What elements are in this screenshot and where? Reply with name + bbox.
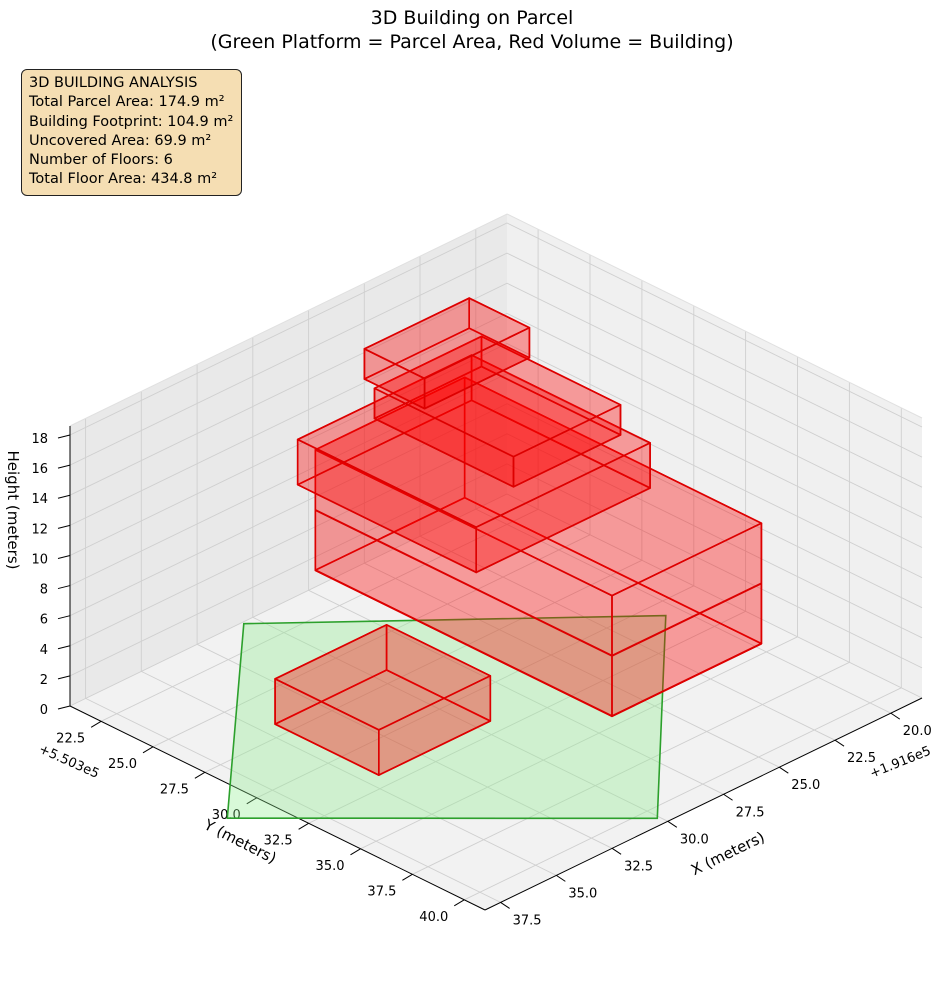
- y-tick-mark: [453, 899, 465, 907]
- info-number-of-floors: Number of Floors: 6: [29, 152, 173, 169]
- building-face: [363, 297, 531, 380]
- info-total-floor-area: Total Floor Area: 434.8 m²: [29, 171, 218, 188]
- y-offset-label: +5.503e5: [36, 742, 101, 782]
- x-tick-mark: [723, 793, 733, 801]
- x-tick-label: 20.0: [903, 724, 932, 739]
- x-tick-mark: [834, 739, 845, 747]
- y-tick-mark: [90, 720, 102, 728]
- z-tick-mark: [57, 585, 71, 590]
- info-uncovered-area: Uncovered Area: 69.9 m²: [29, 132, 212, 149]
- z-tick-mark: [57, 675, 71, 680]
- z-tick-label: 2: [40, 673, 48, 688]
- info-parcel-area: Total Parcel Area: 174.9 m²: [29, 94, 225, 111]
- chart-title-line-1: 3D Building on Parcel: [370, 7, 574, 29]
- building-face: [296, 354, 651, 529]
- y-tick-mark: [402, 873, 413, 881]
- x-offset-label: +1.916e5: [868, 744, 933, 782]
- back-pane-left: [70, 214, 507, 706]
- y-tick-mark: [298, 822, 309, 830]
- x-tick-mark: [667, 820, 678, 828]
- y-tick-label: 35.0: [316, 859, 345, 874]
- grid-line-z: [69, 282, 923, 496]
- y-tick-label: 27.5: [160, 782, 189, 797]
- x-tick-label: 25.0: [791, 778, 820, 793]
- x-tick-label: 32.5: [624, 859, 653, 874]
- z-tick-label: 16: [31, 462, 48, 477]
- z-tick-mark: [57, 615, 71, 620]
- y-tick-mark: [246, 797, 258, 805]
- floor-line: [314, 569, 762, 718]
- y-tick-mark: [194, 771, 206, 779]
- building-block: [274, 623, 492, 776]
- z-tick-label: 14: [31, 492, 48, 507]
- building-block: [296, 354, 651, 574]
- y-tick-label: 40.0: [419, 910, 448, 925]
- y-axis-line: [69, 705, 486, 911]
- x-tick-mark: [779, 766, 789, 774]
- x-axis-line: [484, 697, 923, 911]
- y-tick-mark: [142, 746, 154, 754]
- building-geometry: [226, 297, 763, 820]
- chart-title-line-2: (Green Platform = Parcel Area, Red Volum…: [210, 31, 734, 53]
- floor-pane: [70, 494, 922, 910]
- analysis-info-box: 3D BUILDING ANALYSIS Total Parcel Area: …: [21, 69, 243, 196]
- x-tick-mark: [556, 874, 566, 882]
- grid-line-z: [69, 222, 923, 436]
- x-tick-mark: [500, 902, 510, 909]
- info-heading: 3D BUILDING ANALYSIS: [29, 75, 198, 91]
- z-tick-mark: [57, 554, 71, 559]
- z-tick-mark: [57, 645, 71, 650]
- building-face: [274, 623, 492, 731]
- grid-line-z: [69, 463, 923, 677]
- x-tick-mark: [890, 712, 901, 720]
- z-tick-label: 8: [40, 583, 48, 598]
- pane-top-edge: [69, 213, 923, 427]
- z-tick-mark: [57, 494, 71, 499]
- parcel-platform: [226, 614, 667, 820]
- axis-panes: [70, 214, 922, 910]
- grid-line-z: [69, 493, 923, 707]
- z-tick-label: 0: [40, 703, 48, 718]
- y-tick-label: 30.0: [212, 808, 241, 823]
- back-pane-right: [507, 214, 922, 698]
- x-tick-label: 37.5: [513, 913, 542, 928]
- grid-lines: [69, 213, 923, 903]
- building-block: [363, 297, 531, 410]
- grid-line-z: [69, 433, 923, 647]
- z-tick-label: 4: [40, 643, 48, 658]
- x-tick-label: 22.5: [847, 751, 876, 766]
- z-tick-mark: [57, 705, 71, 710]
- x-tick-label: 27.5: [736, 805, 765, 820]
- building-face: [314, 376, 763, 597]
- grid-line-z: [69, 312, 923, 526]
- y-tick-label: 32.5: [264, 833, 293, 848]
- floor-line: [314, 509, 762, 657]
- x-tick-label: 30.0: [680, 832, 709, 847]
- z-tick-mark: [57, 524, 71, 529]
- grid-line-z: [69, 403, 923, 617]
- y-tick-mark: [350, 848, 361, 856]
- z-tick-mark: [57, 434, 71, 439]
- z-axis-label: Height (meters): [4, 451, 22, 570]
- y-tick-label: 22.5: [56, 731, 85, 746]
- x-tick-mark: [611, 847, 622, 855]
- z-tick-label: 18: [31, 432, 48, 447]
- y-tick-label: 37.5: [367, 884, 396, 899]
- z-tick-label: 12: [31, 522, 48, 537]
- grid-line-z: [69, 252, 923, 466]
- grid-line-z: [69, 342, 923, 556]
- z-tick-label: 6: [40, 613, 48, 628]
- axis-ticks: 20.0 22.5 25.0 27.5 30.0 32.5 35.0 37.5 22.5 25.0…: [31, 426, 932, 928]
- x-tick-label: 35.0: [568, 886, 597, 901]
- z-tick-label: 10: [31, 552, 48, 567]
- z-tick-mark: [57, 464, 71, 469]
- info-building-footprint: Building Footprint: 104.9 m²: [29, 113, 234, 130]
- grid-line-z: [69, 373, 923, 587]
- y-tick-label: 25.0: [108, 757, 137, 772]
